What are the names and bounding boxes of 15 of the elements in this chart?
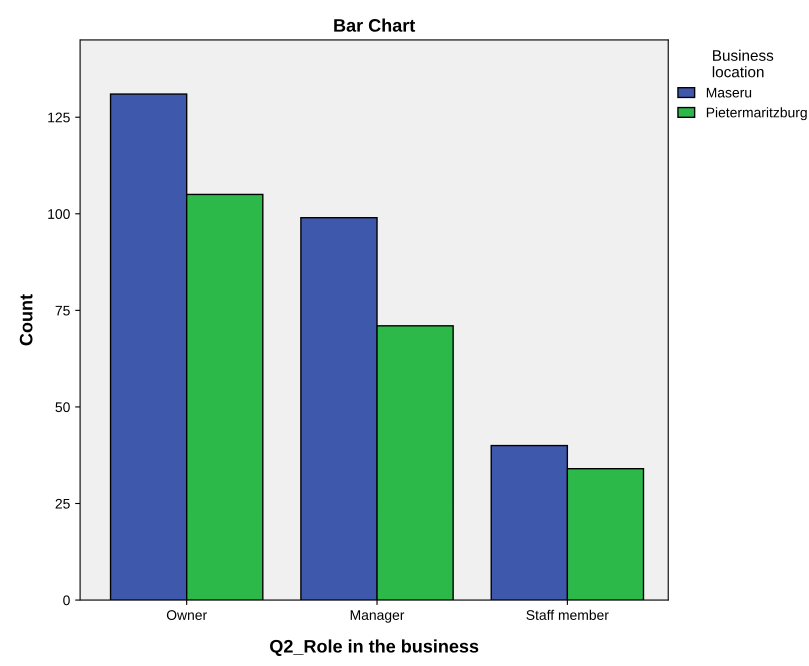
x-axis-title: Q2_Role in the business <box>270 639 478 656</box>
x-tick-label: Owner <box>166 610 207 620</box>
y-tick-label: 0 <box>63 595 70 606</box>
chart-title: Bar Chart <box>334 18 416 32</box>
x-tick-label: Manager <box>350 610 404 623</box>
y-tick-label: 100 <box>48 209 70 219</box>
y-tick-label: 25 <box>56 498 70 509</box>
y-tick-label: 75 <box>56 306 70 316</box>
legend-title: Business location <box>712 50 774 78</box>
y-tick-label: 125 <box>48 112 70 122</box>
y-tick-label: 50 <box>55 402 70 412</box>
legend-label: Maseru <box>706 88 752 98</box>
x-tick-label: Staff member <box>526 610 609 620</box>
y-axis-title: Count <box>20 294 33 346</box>
legend-label: Pietermaritzburg <box>706 107 807 120</box>
